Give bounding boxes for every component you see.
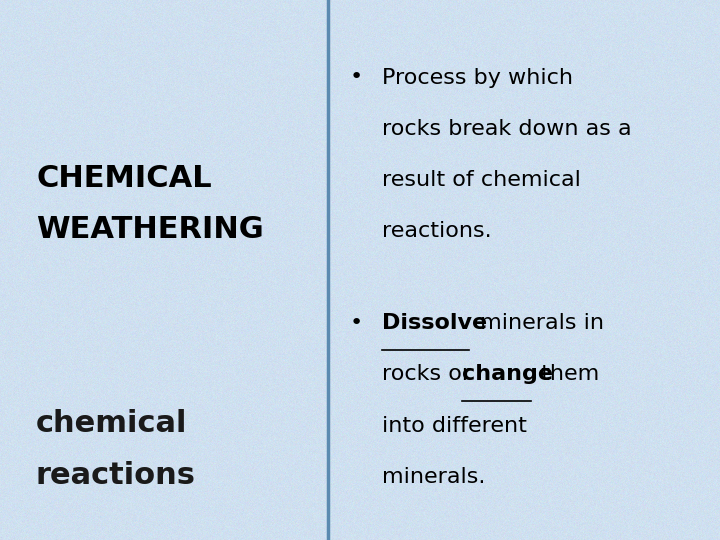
Text: them: them: [534, 364, 599, 384]
Text: Dissolve: Dissolve: [382, 313, 487, 333]
Text: chemical: chemical: [36, 409, 187, 438]
Text: minerals in: minerals in: [473, 313, 604, 333]
Text: reactions.: reactions.: [382, 221, 491, 241]
Text: rocks or: rocks or: [382, 364, 478, 384]
Text: reactions: reactions: [36, 461, 196, 490]
Text: •: •: [349, 313, 362, 333]
Text: into different: into different: [382, 416, 526, 436]
Text: minerals.: minerals.: [382, 467, 485, 487]
Text: change: change: [462, 364, 553, 384]
Text: rocks break down as a: rocks break down as a: [382, 119, 631, 139]
Text: Process by which: Process by which: [382, 68, 572, 87]
Text: •: •: [349, 68, 362, 87]
Text: CHEMICAL: CHEMICAL: [36, 164, 212, 193]
Text: WEATHERING: WEATHERING: [36, 215, 264, 244]
Text: result of chemical: result of chemical: [382, 170, 580, 190]
